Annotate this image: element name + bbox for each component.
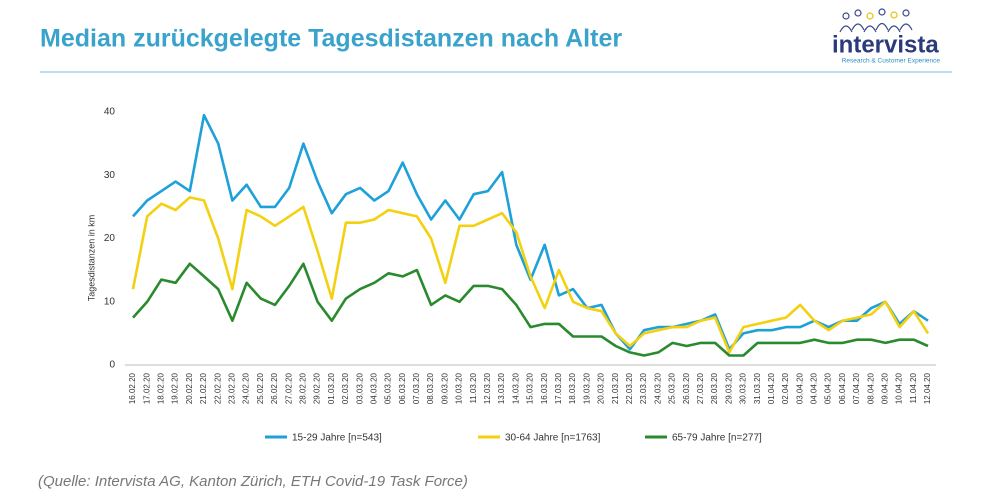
x-tick-label: 09.04.20 — [881, 372, 890, 404]
x-tick-label: 09.03.20 — [440, 372, 449, 404]
x-tick-label: 08.03.20 — [426, 372, 435, 404]
x-tick-label: 21.02.20 — [199, 372, 208, 404]
x-tick-label: 04.04.20 — [810, 372, 819, 404]
x-tick-label: 18.02.20 — [157, 372, 166, 404]
x-tick-label: 05.04.20 — [824, 372, 833, 404]
x-tick-label: 01.03.20 — [327, 372, 336, 404]
x-tick-label: 10.03.20 — [455, 372, 464, 404]
x-tick-label: 22.03.20 — [625, 372, 634, 404]
series-line — [132, 113, 929, 351]
x-tick-label: 06.03.20 — [398, 372, 407, 404]
x-tick-label: 11.04.20 — [909, 372, 918, 403]
x-tick-label: 16.02.20 — [128, 372, 137, 404]
x-tick-label: 12.03.20 — [483, 372, 492, 404]
x-tick-label: 29.03.20 — [724, 372, 733, 404]
x-tick-label: 12.04.20 — [923, 372, 932, 404]
x-tick-label: 04.03.20 — [369, 372, 378, 404]
x-tick-label: 27.02.20 — [284, 372, 293, 404]
y-tick-label: 0 — [109, 360, 115, 371]
x-tick-label: 17.02.20 — [142, 372, 151, 404]
x-tick-label: 14.03.20 — [511, 372, 520, 404]
x-tick-label: 21.03.20 — [611, 372, 620, 404]
x-tick-label: 07.03.20 — [412, 372, 421, 404]
x-tick-label: 26.02.20 — [270, 372, 279, 404]
x-tick-label: 25.02.20 — [256, 372, 265, 404]
x-tick-label: 24.02.20 — [242, 372, 251, 404]
legend-label: 65-79 Jahre [n=277] — [672, 433, 762, 444]
x-tick-label: 01.04.20 — [767, 372, 776, 404]
x-tick-label: 08.04.20 — [866, 372, 875, 404]
x-tick-label: 18.03.20 — [568, 372, 577, 404]
legend-label: 15-29 Jahre [n=543] — [292, 433, 382, 444]
x-tick-label: 28.03.20 — [710, 372, 719, 404]
x-tick-label: 15.03.20 — [526, 372, 535, 404]
x-tick-label: 19.03.20 — [582, 372, 591, 404]
x-tick-label: 07.04.20 — [852, 372, 861, 404]
x-tick-label: 06.04.20 — [838, 372, 847, 404]
y-tick-label: 20 — [104, 233, 116, 244]
logo-icon — [839, 8, 913, 33]
x-tick-label: 17.03.20 — [554, 372, 563, 404]
x-tick-label: 26.03.20 — [682, 372, 691, 404]
series-line — [131, 196, 930, 354]
x-tick-label: 23.03.20 — [639, 372, 648, 404]
logo: intervista — [832, 31, 939, 58]
x-tick-label: 03.03.20 — [355, 372, 364, 404]
legend-label: 30-64 Jahre [n=1763] — [505, 433, 601, 444]
series-line — [132, 262, 929, 357]
x-tick-label: 29.02.20 — [313, 372, 322, 404]
x-tick-label: 31.03.20 — [753, 372, 762, 404]
x-tick-label: 10.04.20 — [895, 372, 904, 404]
x-tick-label: 30.03.20 — [739, 372, 748, 404]
x-tick-label: 20.03.20 — [597, 372, 606, 404]
x-tick-label: 16.03.20 — [540, 372, 549, 404]
x-tick-label: 28.02.20 — [298, 372, 307, 404]
x-tick-label: 20.02.20 — [185, 372, 194, 404]
x-tick-label: 25.03.20 — [668, 372, 677, 404]
source: (Quelle: Intervista AG, Kanton Zürich, E… — [38, 473, 468, 490]
x-tick-label: 27.03.20 — [696, 372, 705, 404]
x-tick-label: 24.03.20 — [653, 372, 662, 404]
y-axis-label: Tagesdistanzen in km — [86, 215, 96, 302]
x-tick-label: 02.04.20 — [781, 372, 790, 404]
y-tick-label: 10 — [104, 296, 116, 307]
x-tick-label: 19.02.20 — [171, 372, 180, 404]
y-tick-label: 30 — [104, 170, 116, 181]
x-tick-label: 13.03.20 — [497, 372, 506, 404]
logo-tagline: Research & Customer Experience — [842, 58, 941, 65]
title: Median zurückgelegte Tagesdistanzen nach… — [40, 25, 622, 53]
y-tick-label: 40 — [104, 107, 116, 118]
x-tick-label: 05.03.20 — [384, 372, 393, 404]
x-tick-label: 11.03.20 — [469, 372, 478, 403]
x-tick-label: 02.03.20 — [341, 372, 350, 404]
x-tick-label: 22.02.20 — [213, 372, 222, 404]
x-tick-label: 03.04.20 — [795, 372, 804, 404]
x-tick-label: 23.02.20 — [227, 372, 236, 404]
